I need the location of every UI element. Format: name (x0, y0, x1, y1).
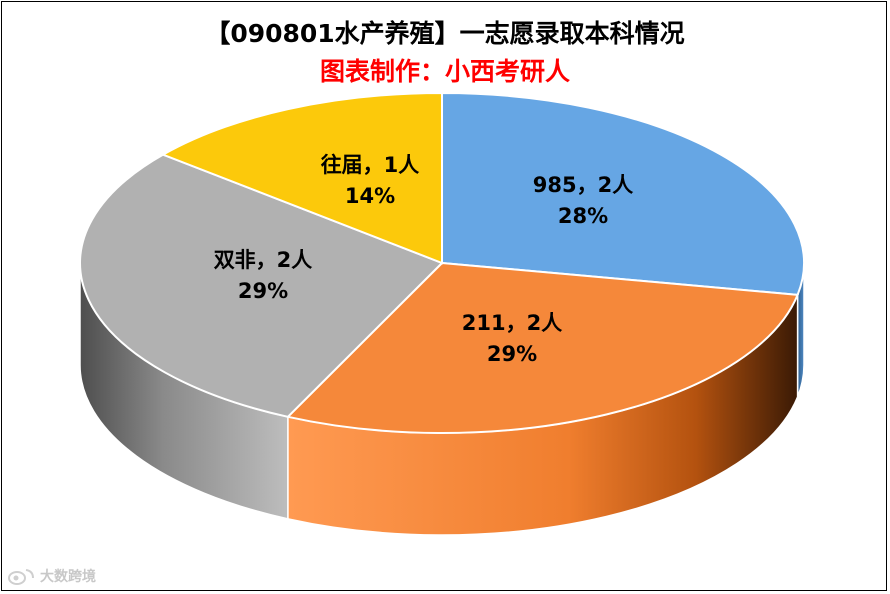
chart-title: 【090801水产养殖】一志愿录取本科情况 (205, 19, 685, 48)
slice-label-985-name: 985，2人 (533, 173, 633, 197)
slice-label-往届-percent: 14% (345, 184, 395, 208)
pie-labels: 985，2人 28% 211，2人 29% 双非，2人 29% 往届，1人 14% (214, 153, 634, 366)
pie-slice-双非 (79, 153, 444, 418)
watermark: 大数跨境 (8, 566, 96, 586)
slice-label-211-name: 211，2人 (462, 311, 562, 335)
slice-label-211-percent: 29% (487, 342, 537, 366)
pie-top-faces (79, 91, 805, 434)
weibo-style-logo-icon (8, 569, 34, 585)
pie-slice-211 (285, 261, 800, 434)
pie-slice-往届 (160, 91, 443, 265)
slice-label-985-percent: 28% (558, 204, 608, 228)
slice-label-往届-name: 往届，1人 (321, 153, 420, 177)
pie-slice-985 (441, 91, 805, 296)
slice-label-双非-name: 双非，2人 (214, 248, 313, 272)
watermark-text: 大数跨境 (40, 569, 96, 585)
slice-label-双非-percent: 29% (238, 279, 288, 303)
chart-subtitle: 图表制作：小西考研人 (319, 57, 570, 86)
